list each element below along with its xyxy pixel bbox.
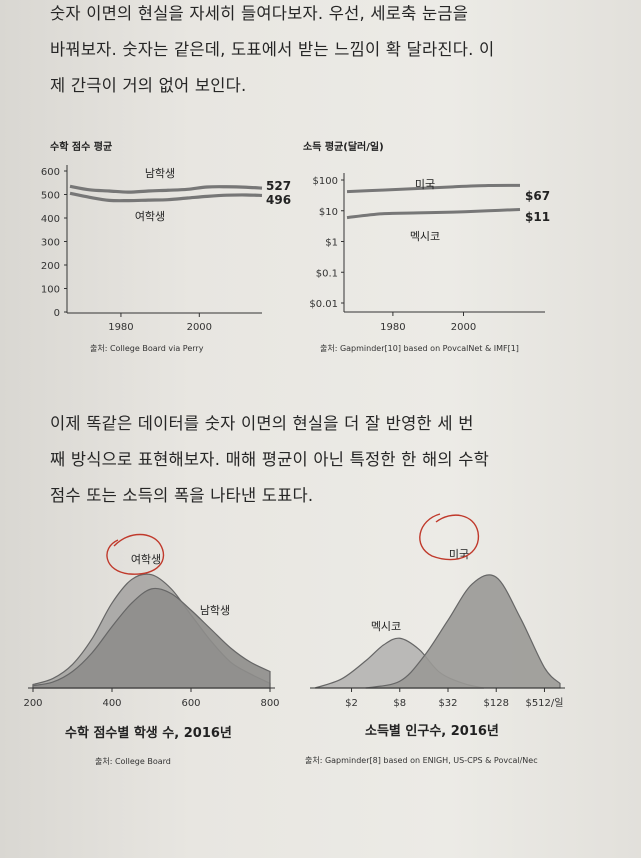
x-tick-label: 2000 [451,322,476,333]
series-label-boys: 남학생 [200,604,230,617]
y-tick-label: 300 [41,238,60,249]
paragraph-line: 바꿔보자. 숫자는 같은데, 도표에서 받는 느낌이 확 달라진다. 이 [50,40,495,59]
paragraph-line: 째 방식으로 표현해보자. 매해 평균이 아닌 특정한 한 해의 수학 [50,450,489,469]
series-line [346,183,521,194]
chart-title: 소득 평균(달러/일) [303,142,384,153]
chart-source: 출처: Gapminder[10] based on PovcalNet & I… [320,344,519,353]
x-tick-label: 200 [23,698,42,709]
chart-caption: 수학 점수별 학생 수, 2016년 [65,726,232,741]
y-tick-label: 100 [41,285,60,296]
x-tick-label: $32 [438,698,457,709]
y-tick-label: $1 [325,238,338,249]
paragraph-line: 점수 또는 소득의 폭을 나타낸 도표다. [50,486,314,505]
paragraph-line: 이제 똑같은 데이터를 숫자 이면의 현실을 더 잘 반영한 세 번 [50,414,474,433]
y-tick-label: 400 [41,214,60,225]
series-end-label: $67 [525,189,550,203]
y-tick-label: $10 [319,207,338,218]
x-tick-label: $128 [484,698,509,709]
y-tick-label: 0 [54,308,60,319]
x-tick-label: $512/일 [525,697,563,709]
series-end-label: 527 [266,179,291,193]
y-tick-label: 600 [41,167,60,178]
chart-source: 출처: College Board [95,757,171,766]
series-line [346,207,521,220]
x-tick-label: $2 [345,698,358,709]
chart-title: 수학 점수 평균 [50,142,113,153]
y-tick-label: $100 [313,176,338,187]
chart-caption: 소득별 인구수, 2016년 [365,724,499,739]
series-label-mexico: 멕시코 [410,230,440,243]
y-tick-label: $0.01 [309,299,338,310]
series-end-label: $11 [525,210,550,224]
series-label-girls: 여학생 [135,210,165,223]
series-line [69,184,263,194]
series-label-usa: 미국 [415,178,435,191]
series-label-mexico: 멕시코 [371,620,401,633]
y-tick-label: $0.1 [316,268,338,279]
x-tick-label: 1980 [380,322,405,333]
distribution-area [32,587,271,689]
x-tick-label: 1980 [108,322,133,333]
series-end-label: 496 [266,193,291,207]
chart-source: 출처: Gapminder[8] based on ENIGH, US-CPS … [305,756,538,765]
series-line [69,191,263,203]
distribution-area [365,574,561,689]
hand-drawn-circle [106,533,165,575]
y-tick-label: 500 [41,191,60,202]
series-label-girls: 여학생 [131,553,161,566]
x-tick-label: 2000 [187,322,212,333]
x-tick-label: $8 [393,698,406,709]
paragraph-2: 이제 똑같은 데이터를 숫자 이면의 현실을 더 잘 반영한 세 번 째 방식으… [50,406,595,514]
x-tick-label: 400 [102,698,121,709]
x-tick-label: 800 [260,698,279,709]
hand-drawn-circle [419,513,480,561]
series-label-boys: 남학생 [145,167,175,180]
chart-source: 출처: College Board via Perry [90,344,204,353]
y-tick-label: 200 [41,261,60,272]
x-tick-label: 600 [181,698,200,709]
paragraph-1: 숫자 이면의 현실을 자세히 들여다보자. 우선, 세로축 눈금을 바꿔보자. … [50,0,595,104]
paragraph-line: 제 간극이 거의 없어 보인다. [50,76,247,95]
paragraph-line: 숫자 이면의 현실을 자세히 들여다보자. 우선, 세로축 눈금을 [50,4,469,23]
